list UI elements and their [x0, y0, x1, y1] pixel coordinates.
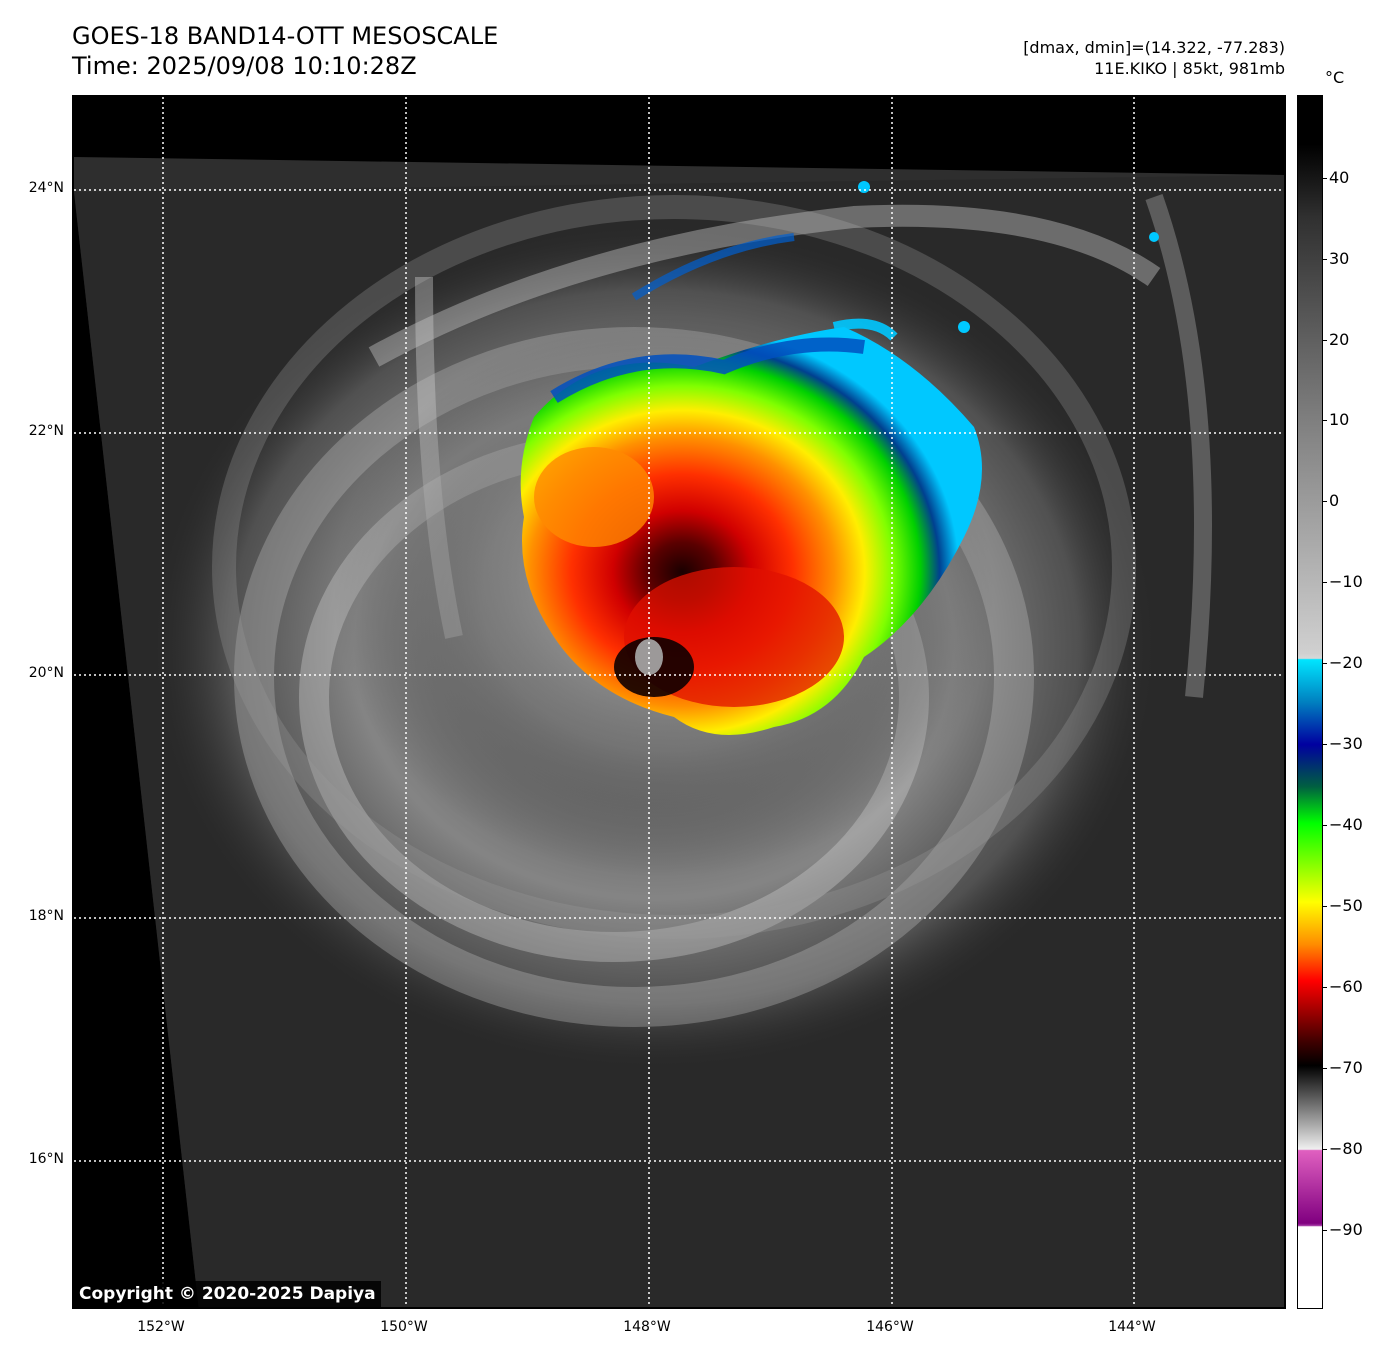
lon-label-144w: 144°W: [1108, 1319, 1156, 1335]
colorbar-unit: °C: [1325, 68, 1345, 87]
copyright-notice: Copyright © 2020-2025 Dapiya: [74, 1281, 381, 1307]
colorbar-tick-minus60: −60: [1329, 977, 1363, 996]
colorbar-tickmark: [1322, 340, 1327, 341]
colorbar-tick-0: 0: [1329, 491, 1340, 510]
colorbar-tickmark: [1322, 663, 1327, 664]
title-product: GOES-18 BAND14-OTT MESOSCALE: [72, 22, 499, 50]
colorbar-tickmark: [1322, 987, 1327, 988]
lat-label-20n: 20°N: [28, 665, 64, 681]
colorbar-tick-minus50: −50: [1329, 896, 1363, 915]
colorbar-tick-minus40: −40: [1329, 815, 1363, 834]
colorbar-tick-30: 30: [1329, 249, 1350, 268]
colorbar-tick-minus20: −20: [1329, 653, 1363, 672]
colorbar-tickmark: [1322, 744, 1327, 745]
colorbar-tickmark: [1322, 420, 1327, 421]
storm-text: 11E.KIKO | 85kt, 981mb: [1094, 59, 1285, 78]
lat-label-16n: 16°N: [28, 1151, 64, 1167]
colorbar-tick-minus70: −70: [1329, 1058, 1363, 1077]
range-text: [dmax, dmin]=(14.322, -77.283): [1023, 38, 1285, 57]
lon-label-152w: 152°W: [137, 1319, 185, 1335]
colorbar-tickmark: [1322, 178, 1327, 179]
lat-label-24n: 24°N: [28, 180, 64, 196]
colorbar-tick-minus10: −10: [1329, 572, 1363, 591]
colorbar-tickmark: [1322, 1068, 1327, 1069]
lon-label-150w: 150°W: [380, 1319, 428, 1335]
lat-label-22n: 22°N: [28, 423, 64, 439]
graticule: [74, 97, 1284, 1307]
lon-label-148w: 148°W: [623, 1319, 671, 1335]
colorbar-tick-40: 40: [1329, 168, 1350, 187]
colorbar-tick-minus90: −90: [1329, 1220, 1363, 1239]
lat-label-18n: 18°N: [28, 908, 64, 924]
colorbar-tickmark: [1322, 1149, 1327, 1150]
lon-label-146w: 146°W: [866, 1319, 914, 1335]
colorbar-tick-10: 10: [1329, 410, 1350, 429]
colorbar-tickmark: [1322, 259, 1327, 260]
colorbar-tick-minus30: −30: [1329, 734, 1363, 753]
satellite-map: [72, 95, 1286, 1309]
colorbar: [1297, 95, 1323, 1309]
colorbar-tick-minus80: −80: [1329, 1139, 1363, 1158]
colorbar-tick-20: 20: [1329, 330, 1350, 349]
title-time: Time: 2025/09/08 10:10:28Z: [72, 52, 417, 80]
colorbar-tickmark: [1322, 501, 1327, 502]
satellite-image: [74, 97, 1284, 1307]
colorbar-tickmark: [1322, 1230, 1327, 1231]
colorbar-tickmark: [1322, 906, 1327, 907]
colorbar-tickmark: [1322, 582, 1327, 583]
colorbar-tickmark: [1322, 825, 1327, 826]
